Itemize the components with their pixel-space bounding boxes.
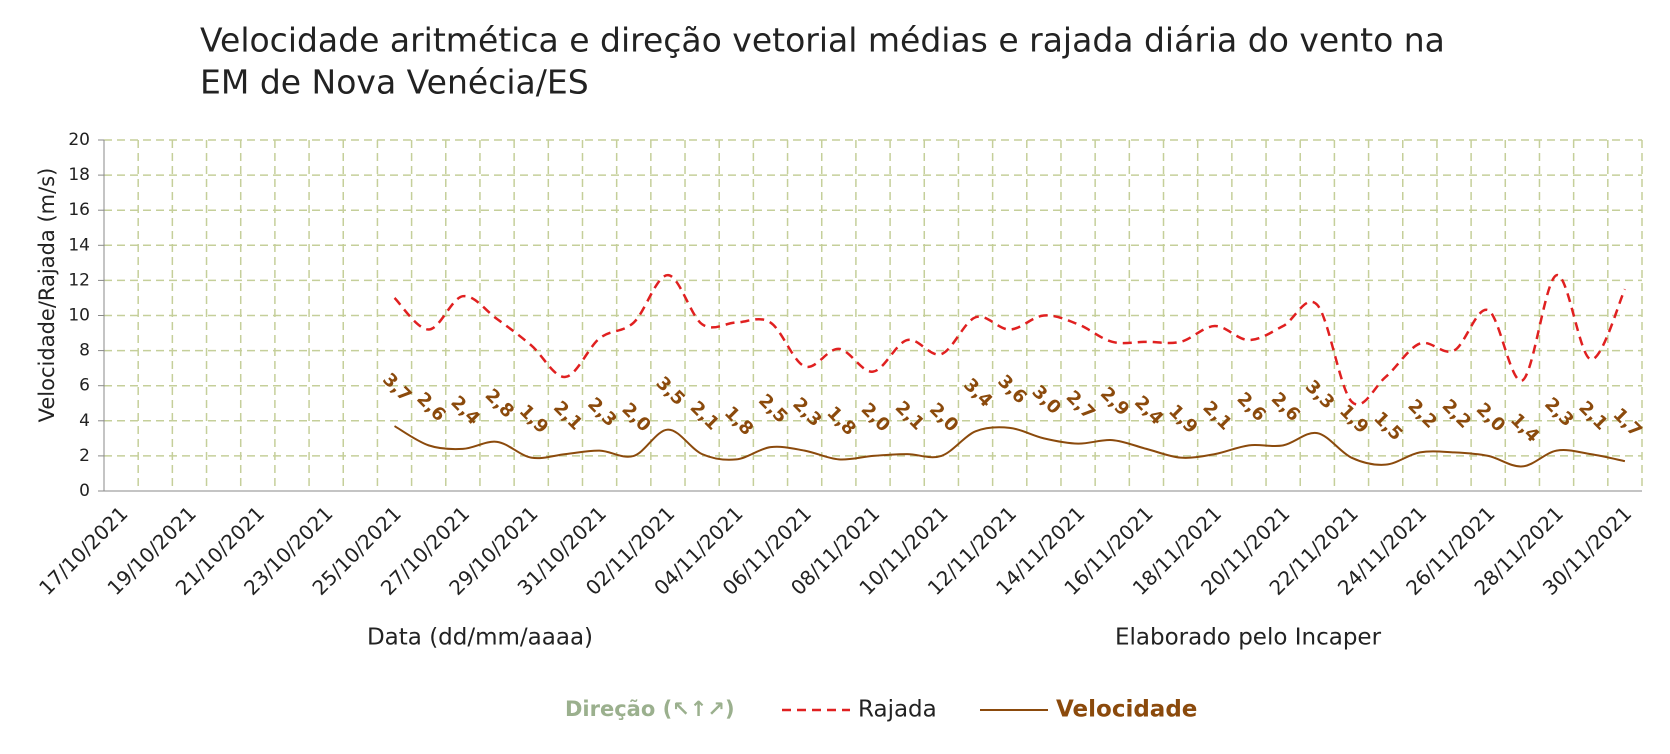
y-tick-label: 20: [68, 130, 90, 150]
y-tick-label: 18: [68, 165, 90, 185]
data-label: 2,5: [754, 390, 791, 427]
note: Elaborado pelo Incaper: [1115, 625, 1382, 651]
data-label: 2,6: [1267, 388, 1304, 425]
data-label: 2,9: [1096, 383, 1133, 420]
data-label: 2,1: [891, 397, 928, 434]
data-label: 1,9: [1335, 401, 1372, 438]
y-tick-label: 14: [68, 235, 90, 255]
data-label: 3,7: [378, 369, 415, 406]
data-label: 2,0: [1472, 399, 1509, 436]
data-label: 2,7: [1062, 387, 1099, 424]
data-label: 2,2: [1438, 395, 1475, 432]
y-tick-label: 10: [68, 306, 90, 326]
y-tick-label: 4: [79, 411, 90, 431]
data-label: 1,8: [822, 402, 859, 439]
y-tick-label: 12: [68, 270, 90, 290]
data-label: 2,8: [481, 385, 518, 422]
data-label: 1,9: [515, 401, 552, 438]
chart-title: EM de Nova Venécia/ES: [200, 63, 589, 102]
y-tick-label: 8: [79, 341, 90, 361]
x-axis-label: Data (dd/mm/aaaa): [367, 625, 593, 651]
data-label: 2,2: [1403, 395, 1440, 432]
chart-title: Velocidade aritmética e direção vetorial…: [200, 21, 1445, 60]
data-label: 3,6: [993, 371, 1030, 408]
data-label: 2,1: [549, 397, 586, 434]
legend-label: Velocidade: [1056, 697, 1197, 723]
data-label: 3,5: [652, 373, 689, 410]
data-label: 2,0: [925, 399, 962, 436]
data-label: 1,4: [1506, 409, 1543, 446]
series-line: [393, 273, 1627, 406]
data-label: 3,0: [1028, 381, 1065, 418]
data-label: 2,1: [1198, 397, 1235, 434]
y-tick-label: 16: [68, 200, 90, 220]
data-label: 1,8: [720, 402, 757, 439]
data-label: 1,9: [1164, 401, 1201, 438]
data-label: 2,1: [1574, 397, 1611, 434]
y-tick-label: 2: [79, 446, 90, 466]
data-label: 2,0: [617, 399, 654, 436]
legend-label: Rajada: [858, 697, 937, 723]
data-label: 1,7: [1609, 404, 1646, 441]
data-label: 2,3: [788, 394, 825, 431]
data-label: 1,5: [1369, 408, 1406, 445]
data-label: 2,4: [447, 392, 484, 429]
data-label: 3,4: [959, 374, 996, 411]
y-axis-label: Velocidade/Rajada (m/s): [35, 168, 59, 423]
y-tick-label: 6: [79, 376, 90, 396]
data-label: 3,3: [1301, 376, 1338, 413]
data-label: 2,0: [857, 399, 894, 436]
series-line: [394, 425, 1626, 468]
y-tick-label: 0: [79, 481, 90, 501]
legend-label: Direção (↖↑↗): [565, 697, 735, 721]
data-label: 2,3: [583, 394, 620, 431]
data-label: 2,1: [686, 397, 723, 434]
data-label: 2,4: [1130, 392, 1167, 429]
data-label: 2,3: [1540, 394, 1577, 431]
